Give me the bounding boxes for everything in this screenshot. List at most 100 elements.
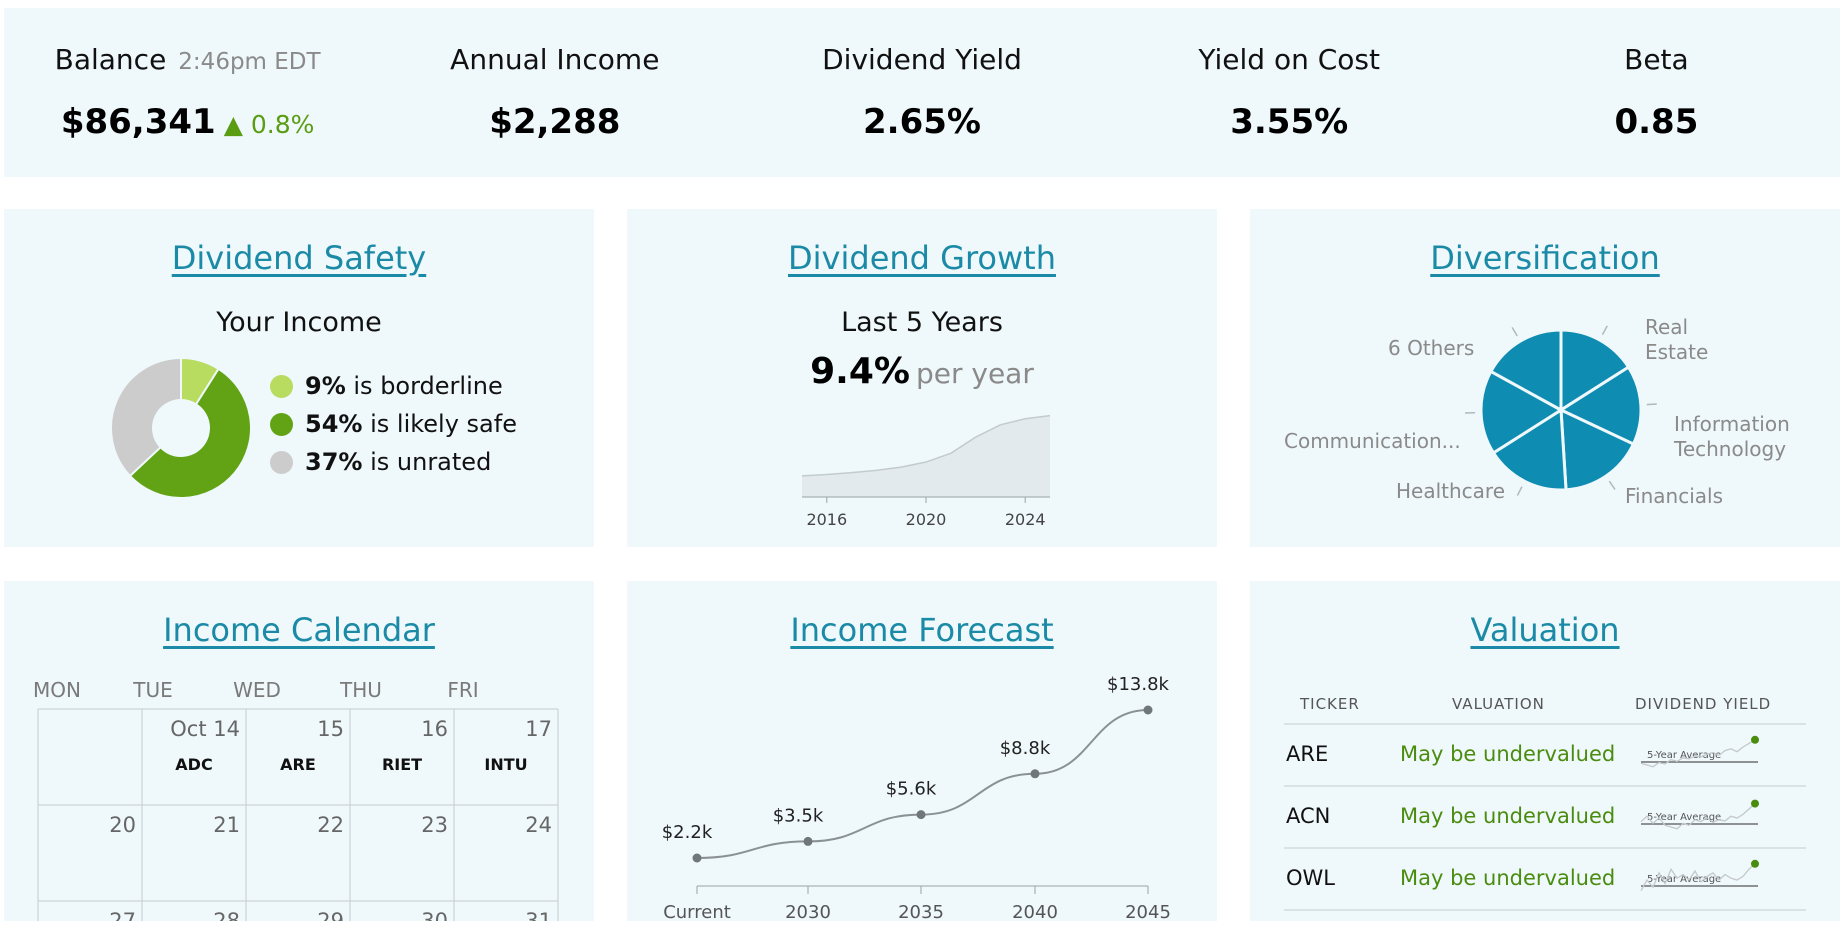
stat-beta-label: Beta: [1624, 43, 1689, 76]
calendar-date[interactable]: 30: [421, 909, 448, 921]
calendar-day-thu: THU: [340, 678, 382, 702]
stat-yield-on-cost-label: Yield on Cost: [1198, 43, 1380, 76]
stat-dividend-yield-label: Dividend Yield: [822, 43, 1022, 76]
borderline-pct: 9%: [305, 372, 346, 400]
current-yield-dot: [1751, 799, 1759, 808]
safety-legend: 9% is borderline 54% is likely safe 37% …: [270, 367, 517, 481]
stat-dividend-yield-value: 2.65%: [863, 102, 981, 142]
calendar-date[interactable]: 29: [317, 909, 344, 921]
calendar-ticker[interactable]: INTU: [484, 755, 528, 774]
calendar-date[interactable]: 15: [317, 717, 344, 741]
dividend-growth-card: Dividend Growth Last 5 Years 9.4% per yea…: [627, 209, 1217, 547]
valuation-status: May be undervalued: [1400, 866, 1616, 890]
calendar-date[interactable]: 17: [525, 717, 552, 741]
valuation-ticker[interactable]: ACN: [1286, 804, 1331, 828]
pie-slice-4: [1479, 369, 1564, 455]
pie-leader-1: [1646, 403, 1657, 406]
calendar-date[interactable]: 20: [109, 813, 136, 837]
stat-beta-value: 0.85: [1614, 102, 1699, 142]
forecast-point-2[interactable]: [916, 810, 926, 820]
borderline-dot-icon: [270, 374, 293, 398]
forecast-value-label-4: $13.8k: [1107, 674, 1170, 695]
forecast-tick-label-3: 2040: [1012, 902, 1058, 921]
stat-dividend-yield: Dividend Yield 2.65%: [738, 8, 1105, 177]
forecast-point-4[interactable]: [1143, 705, 1153, 715]
valuation-table-lines: 5-Year Average 5-Year Average 5-Year Avera…: [1284, 723, 1806, 911]
income-forecast-link[interactable]: Income Forecast: [790, 611, 1054, 649]
valuation-header-valuation: VALUATION: [1452, 695, 1545, 713]
income-calendar-card: Income Calendar MON TUE WED THU FRI Oct 14 ADC…: [4, 581, 594, 921]
forecast-point-0[interactable]: [692, 853, 702, 863]
safety-donut-chart: [110, 356, 252, 499]
valuation-ticker[interactable]: OWL: [1286, 866, 1335, 890]
growth-subtitle: Last 5 Years: [841, 307, 1003, 338]
calendar-date[interactable]: 23: [421, 813, 448, 837]
forecast-value-label-3: $8.8k: [1000, 738, 1051, 759]
calendar-ticker[interactable]: ARE: [280, 755, 316, 774]
calendar-date[interactable]: 24: [525, 813, 552, 837]
unrated-text: is unrated: [370, 448, 492, 476]
stat-balance: Balance 2:46pm EDT $86,341 ▲ 0.8%: [4, 8, 371, 177]
forecast-value-label-1: $3.5k: [773, 805, 824, 826]
pie-label-2: Financials: [1625, 484, 1723, 508]
calendar-day-fri: FRI: [447, 678, 479, 702]
growth-tick-label-0: 2016: [806, 510, 847, 529]
stat-yield-on-cost: Yield on Cost 3.55%: [1106, 8, 1473, 177]
pie-slice-3: [1491, 407, 1568, 492]
calendar-date[interactable]: 28: [213, 909, 240, 921]
forecast-point-1[interactable]: [803, 836, 813, 846]
calendar-date[interactable]: 21: [213, 813, 240, 837]
diversification-pie-chart: Real Estate Information Technology Financial…: [1284, 315, 1790, 508]
calendar-date[interactable]: Oct 14: [170, 717, 240, 741]
likely-safe-text: is likely safe: [370, 410, 517, 438]
calendar-day-tue: TUE: [133, 678, 173, 702]
valuation-link[interactable]: Valuation: [1470, 611, 1620, 649]
growth-tick-label-2: 2024: [1005, 510, 1046, 529]
stat-yield-on-cost-value: 3.55%: [1230, 102, 1349, 142]
forecast-value-label-0: $2.2k: [662, 822, 713, 843]
legend-likely-safe: 54% is likely safe: [270, 405, 517, 443]
stat-annual-income-value: $2,288: [489, 102, 621, 142]
income-calendar-link[interactable]: Income Calendar: [163, 611, 435, 649]
growth-tick-label-1: 2020: [906, 510, 947, 529]
legend-borderline: 9% is borderline: [270, 367, 517, 405]
valuation-status: May be undervalued: [1400, 742, 1616, 766]
yield-sparkline: [1640, 739, 1756, 768]
donut-slice-1: [128, 367, 252, 499]
pie-slice-0: [1559, 328, 1631, 413]
pie-slice-2: [1559, 407, 1636, 492]
calendar-ticker[interactable]: ADC: [175, 755, 213, 774]
dividend-safety-card: Dividend Safety Your Income 9% is border…: [4, 209, 594, 547]
likely-safe-pct: 54%: [305, 410, 363, 438]
diversification-link[interactable]: Diversification: [1430, 239, 1660, 277]
likely-safe-dot-icon: [270, 412, 293, 436]
pie-leader-5: [1511, 326, 1518, 337]
calendar-ticker[interactable]: RIET: [381, 755, 423, 774]
growth-area: [802, 415, 1050, 497]
dividend-safety-link[interactable]: Dividend Safety: [171, 239, 427, 277]
pie-leader-0: [1601, 325, 1608, 335]
calendar-date[interactable]: 16: [421, 717, 448, 741]
forecast-tick-label-1: 2030: [785, 902, 831, 921]
current-yield-dot: [1751, 735, 1759, 744]
five-year-average-label: 5-Year Average: [1647, 750, 1721, 761]
valuation-status: May be undervalued: [1400, 804, 1616, 828]
forecast-point-3[interactable]: [1030, 769, 1040, 779]
pie-label-3: Healthcare: [1396, 479, 1505, 503]
pie-label-5: 6 Others: [1388, 336, 1474, 360]
balance-timestamp: 2:46pm EDT: [178, 49, 321, 75]
dividend-growth-link[interactable]: Dividend Growth: [788, 239, 1056, 277]
valuation-ticker[interactable]: ARE: [1286, 742, 1329, 766]
unrated-pct: 37%: [305, 448, 363, 476]
stat-balance-value: $86,341: [60, 102, 216, 142]
donut-slice-2: [110, 356, 182, 478]
calendar-day-mon: MON: [33, 678, 81, 702]
pie-leader-3: [1516, 486, 1523, 496]
calendar-date[interactable]: 27: [109, 909, 136, 921]
calendar-date[interactable]: 22: [317, 813, 344, 837]
calendar-date[interactable]: 31: [525, 909, 552, 921]
valuation-header-ticker: TICKER: [1300, 695, 1360, 713]
valuation-card: Valuation TICKER VALUATION DIVIDEND YIEL…: [1250, 581, 1840, 921]
income-forecast-card: Income Forecast $2.2k Current $3.5k 2030 $5.…: [627, 581, 1217, 921]
growth-rate-value: 9.4%: [810, 351, 910, 392]
